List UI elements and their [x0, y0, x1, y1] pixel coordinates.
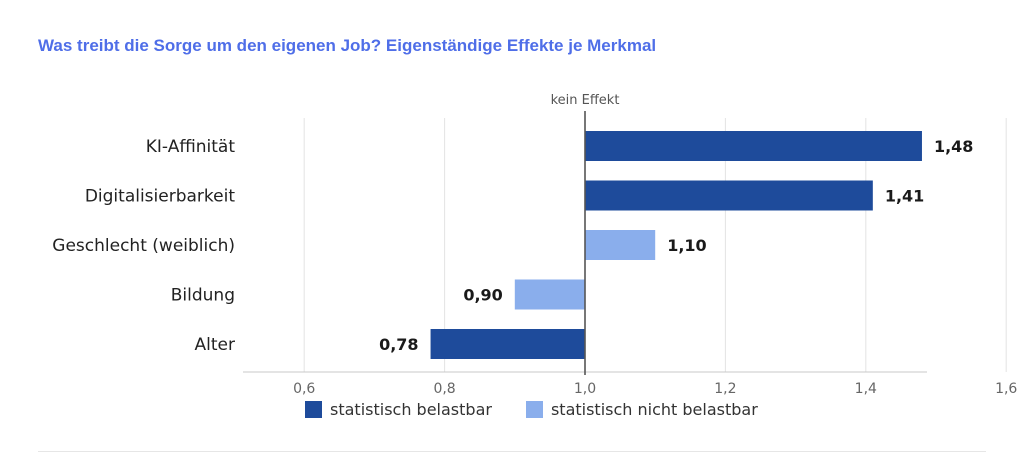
baseline-label: kein Effekt — [551, 93, 620, 108]
legend-item-significant: statistisch belastbar — [305, 400, 492, 419]
value-label-0: 1,48 — [934, 137, 973, 156]
category-label-2: Geschlecht (weiblich) — [52, 236, 235, 256]
x-tick-label-0: 0,6 — [293, 381, 315, 397]
value-label-1: 1,41 — [885, 187, 924, 206]
legend-item-not-significant: statistisch nicht belastbar — [525, 400, 758, 419]
value-label-2: 1,10 — [667, 236, 706, 255]
x-tick-label-4: 1,4 — [855, 381, 877, 397]
value-label-4: 0,78 — [379, 335, 418, 354]
bar-1 — [585, 180, 873, 211]
legend: statistisch belastbar statistisch nicht … — [305, 400, 792, 419]
bar-4 — [430, 329, 585, 359]
x-tick-label-5: 1,6 — [995, 381, 1017, 397]
bar-3 — [514, 279, 585, 310]
category-label-1: Digitalisierbarkeit — [85, 187, 236, 207]
legend-label-not-significant: statistisch nicht belastbar — [550, 400, 758, 419]
legend-label-significant: statistisch belastbar — [330, 400, 492, 419]
bar-0 — [585, 131, 922, 161]
category-label-4: Alter — [195, 335, 235, 355]
legend-swatch-not-significant — [525, 401, 543, 418]
category-label-0: KI-Affinität — [146, 137, 236, 157]
category-label-3: Bildung — [171, 286, 235, 306]
value-label-3: 0,90 — [463, 286, 502, 305]
x-tick-label-2: 1,0 — [574, 381, 596, 397]
x-tick-label-3: 1,2 — [714, 381, 736, 397]
chart-title: Was treibt die Sorge um den eigenen Job?… — [38, 36, 657, 55]
x-tick-label-1: 0,8 — [433, 381, 455, 397]
legend-swatch-significant — [305, 401, 322, 418]
bar-2 — [585, 230, 656, 260]
bottom-divider — [38, 451, 986, 452]
